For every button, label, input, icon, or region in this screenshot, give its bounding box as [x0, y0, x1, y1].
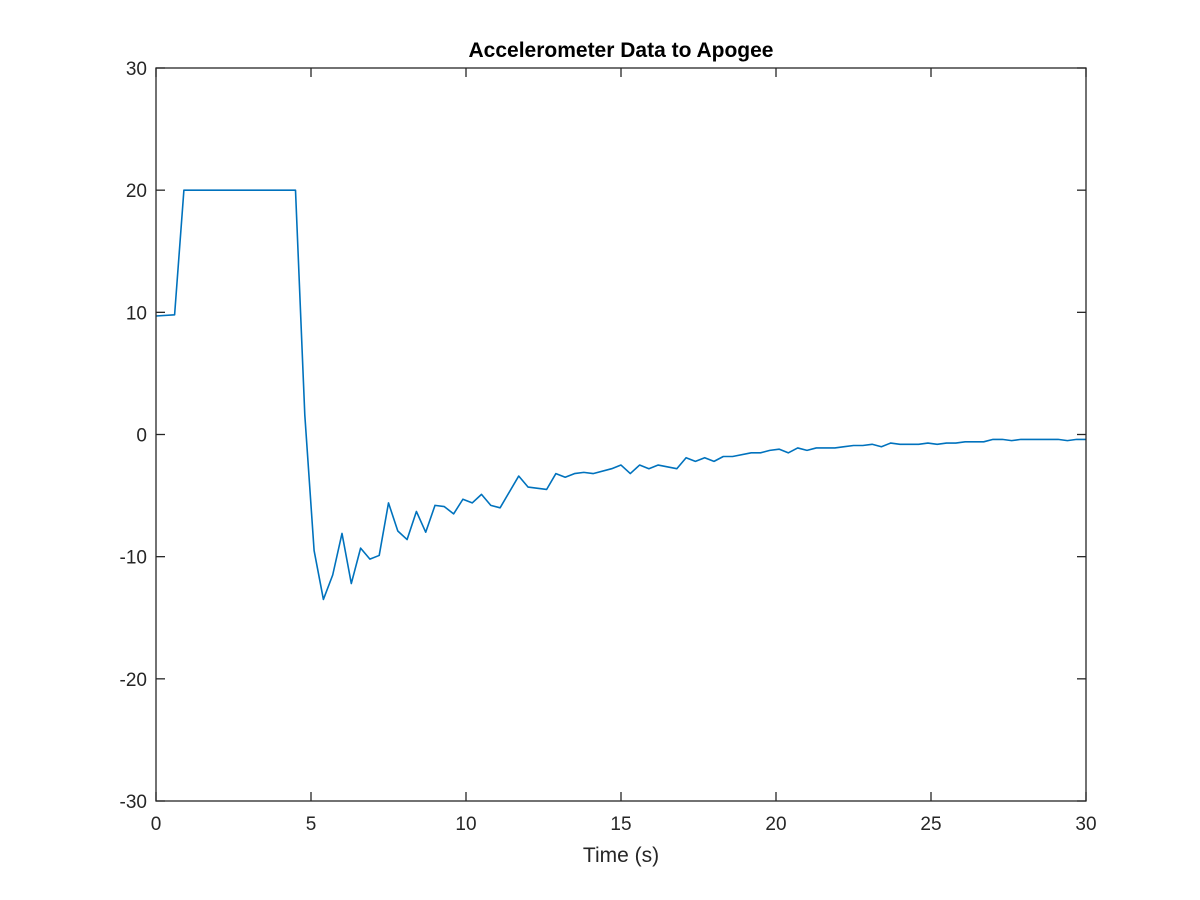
- axes-layer: 0 5 10 15 20 25 30 -30 -20 -10 0 10 20 30: [120, 59, 1097, 835]
- y-tick-label: -20: [120, 670, 147, 691]
- series-layer: [155, 189, 1086, 601]
- plot-frame: [155, 67, 1087, 802]
- x-axis-title: Time (s): [583, 844, 659, 867]
- y-tick-label: -10: [120, 548, 147, 569]
- series-line-1: [155, 189, 1086, 601]
- x-tick-label: 15: [610, 814, 631, 835]
- x-tick-label: 5: [306, 814, 317, 835]
- y-tick-label: 20: [126, 181, 147, 202]
- x-tick-label: 0: [151, 814, 162, 835]
- y-tick-label: -30: [120, 792, 147, 813]
- y-tick-label: 0: [136, 426, 147, 447]
- x-tick-label: 25: [920, 814, 941, 835]
- x-tick-label: 30: [1075, 814, 1096, 835]
- y-tick-label: 10: [126, 303, 147, 324]
- y-tick-label: 30: [126, 59, 147, 80]
- x-tick-label: 20: [765, 814, 786, 835]
- x-tick-label: 10: [455, 814, 476, 835]
- chart-title: Accelerometer Data to Apogee: [469, 39, 774, 62]
